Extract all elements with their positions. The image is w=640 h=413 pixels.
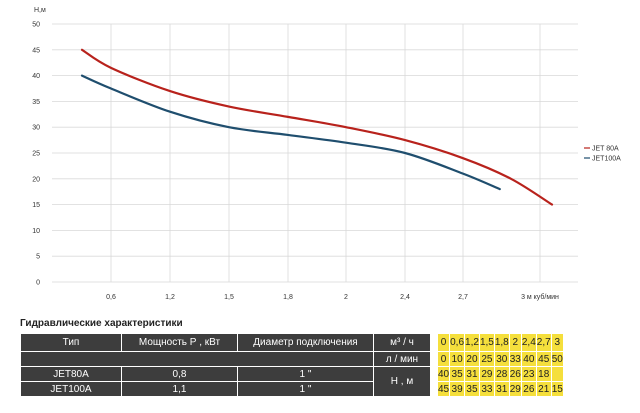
x-tick-label: 2,4 (400, 294, 410, 301)
row-type: JET80A (20, 366, 122, 382)
y-tick-label: 10 (32, 228, 40, 235)
hydraulic-spec-table: Тип Мощность Р , кВт Диаметр подключения… (20, 333, 564, 397)
head-cell: 39 (449, 381, 466, 397)
pump-head-chart: 0 5 10 15 20 25 30 35 40 45 50 0,6 1,2 1,5 1,8 2 2,4 2,7… (32, 7, 621, 301)
head-cell: 15 (550, 381, 564, 397)
y-tick-label: 40 (32, 73, 40, 80)
head-cell: 29 (478, 366, 495, 382)
flow-m3h-cell: 0 (436, 333, 451, 352)
head-cell: 33 (478, 381, 495, 397)
flow-m3h-cell: 0,6 (449, 333, 466, 352)
flow-lmin-cell: 50 (550, 351, 564, 367)
flow-m3h-cell: 1,2 (464, 333, 480, 352)
flow-lmin-cell: 40 (520, 351, 537, 367)
head-cell: 35 (464, 381, 480, 397)
y-tick-label: 5 (36, 254, 40, 261)
head-cell: 26 (520, 381, 537, 397)
head-cell: 29 (508, 381, 522, 397)
y-tick-label: 15 (32, 202, 40, 209)
x-tick-label: 2,7 (458, 294, 468, 301)
head-cell: 40 (436, 366, 451, 382)
legend-label: JET100A (592, 156, 621, 163)
header-diameter: Диаметр подключения (237, 333, 374, 352)
head-cell: 35 (449, 366, 466, 382)
flow-m3h-cell: 2 (508, 333, 522, 352)
flow-lmin-cell: 10 (449, 351, 466, 367)
header-unit-m3h: м³ / ч (373, 333, 431, 352)
y-axis: 0 5 10 15 20 25 30 35 40 45 50 (32, 22, 40, 287)
header-power: Мощность Р , кВт (121, 333, 238, 352)
x-tick-label: 3 м куб/мин (521, 293, 559, 301)
x-tick-label: 1,5 (224, 294, 234, 301)
head-cell: 45 (436, 381, 451, 397)
flow-m3h-cell: 2,7 (535, 333, 552, 352)
head-cell: 28 (493, 366, 510, 382)
y-tick-label: 25 (32, 151, 40, 158)
head-cell: 31 (464, 366, 480, 382)
x-tick-label: 2 (344, 294, 348, 301)
table-title: Гидравлические характеристики (20, 318, 183, 329)
header-unit-lmin: л / мин (373, 351, 431, 367)
flow-lmin-cell: 33 (508, 351, 522, 367)
x-tick-label: 1,8 (283, 294, 293, 301)
header-type: Тип (20, 333, 122, 352)
row-power: 1,1 (121, 381, 238, 397)
y-axis-label: Н,м (34, 7, 46, 14)
row-diameter: 1 " (237, 366, 374, 382)
head-cell: 26 (508, 366, 522, 382)
y-tick-label: 0 (36, 280, 40, 287)
legend-label: JET 80A (592, 146, 619, 153)
flow-lmin-cell: 25 (478, 351, 495, 367)
y-tick-label: 50 (32, 22, 40, 29)
legend: JET 80A JET100A (584, 146, 621, 163)
y-tick-label: 30 (32, 125, 40, 132)
series-line-2 (80, 74, 501, 191)
flow-m3h-cell: 1,8 (493, 333, 510, 352)
head-cell: 23 (520, 366, 537, 382)
row-diameter: 1 " (237, 381, 374, 397)
flow-lmin-cell: 0 (436, 351, 451, 367)
header-unit-h: Н , м (373, 366, 431, 397)
flow-m3h-cell: 1,5 (478, 333, 495, 352)
header-spacer (20, 351, 374, 367)
head-cell: 18 (535, 366, 552, 382)
row-power: 0,8 (121, 366, 238, 382)
row-type: JET100A (20, 381, 122, 397)
x-tick-label: 1,2 (165, 294, 175, 301)
flow-lmin-cell: 30 (493, 351, 510, 367)
y-tick-label: 45 (32, 47, 40, 54)
flow-lmin-cell: 20 (464, 351, 480, 367)
x-axis: 0,6 1,2 1,5 1,8 2 2,4 2,7 3 м куб/мин (106, 293, 559, 301)
series-lines (80, 48, 554, 206)
grid (52, 23, 578, 283)
x-tick-label: 0,6 (106, 294, 116, 301)
y-tick-label: 35 (32, 99, 40, 106)
flow-m3h-cell: 2,4 (520, 333, 537, 352)
flow-lmin-cell: 45 (535, 351, 552, 367)
series-line-1 (80, 48, 554, 206)
y-tick-label: 20 (32, 176, 40, 183)
head-cell: 31 (493, 381, 510, 397)
head-cell: 21 (535, 381, 552, 397)
flow-m3h-cell: 3 (550, 333, 564, 352)
head-cell (550, 366, 564, 382)
